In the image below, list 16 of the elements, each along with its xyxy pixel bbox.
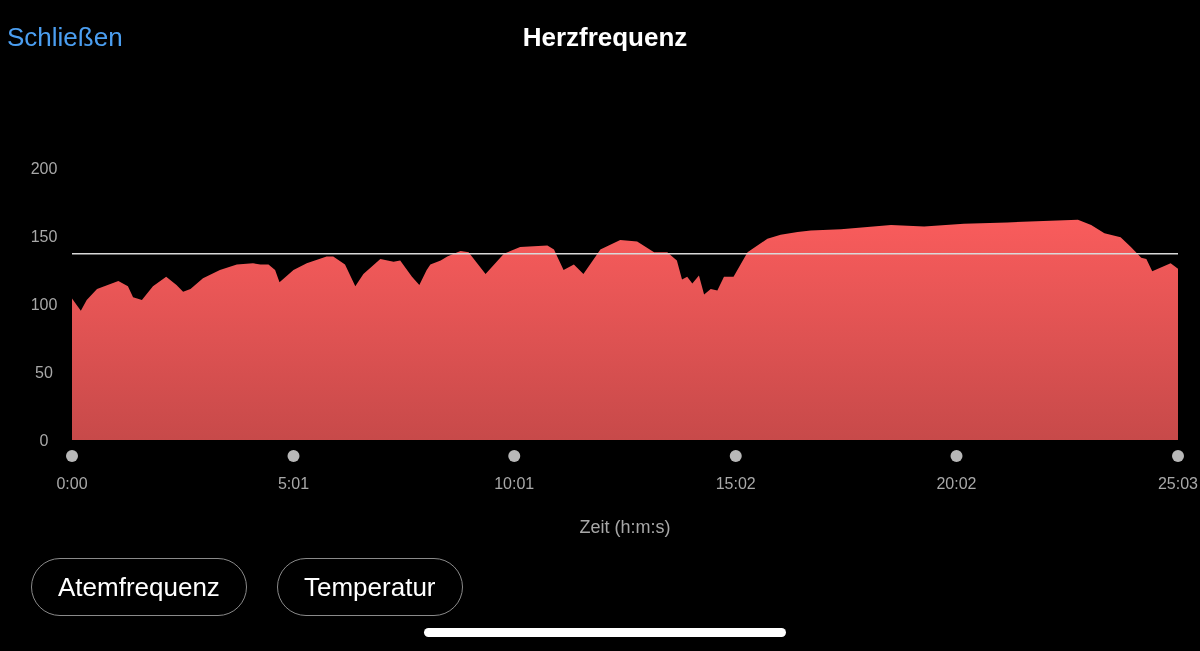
y-tick-label: 100 [30, 296, 58, 313]
x-tick-label: 0:00 [56, 475, 88, 492]
y-tick-label: 0 [39, 432, 49, 449]
x-tick-label: 20:02 [936, 475, 977, 492]
text: Atemfrequenz [31, 558, 247, 616]
text: Temperatur [277, 558, 463, 616]
x-axis-title: Zeit (h:m:s) [579, 517, 671, 537]
chart-title: Herzfrequenz [522, 22, 688, 52]
x-tick-label: 5:01 [277, 475, 310, 492]
x-tick-label: 15:02 [715, 475, 756, 492]
y-tick-label: 150 [30, 228, 58, 245]
y-tick-label: 50 [35, 364, 53, 381]
y-tick-label: 200 [30, 160, 58, 177]
text: Schließen [7, 22, 123, 53]
x-tick-label: 10:01 [494, 475, 535, 492]
x-tick-label: 25:03 [1157, 475, 1199, 492]
